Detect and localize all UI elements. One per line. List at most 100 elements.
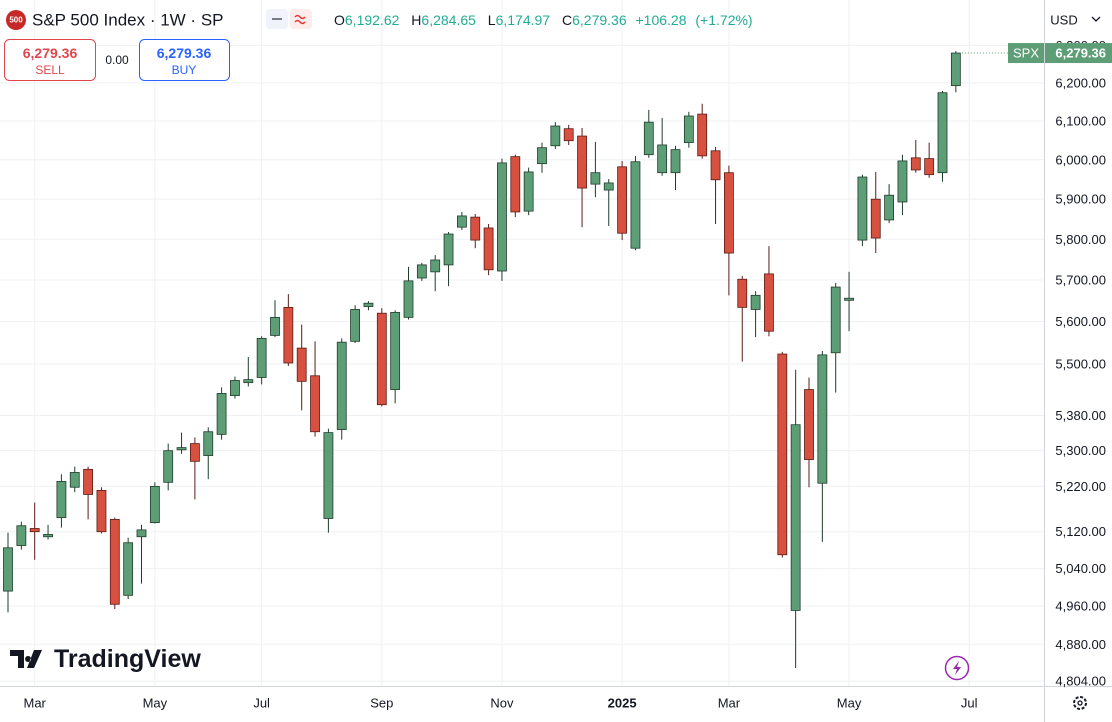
candle-body bbox=[670, 149, 681, 174]
candle-body bbox=[416, 264, 427, 279]
candle-body bbox=[857, 176, 868, 241]
y-tick-label: 6,200.00 bbox=[1055, 75, 1106, 90]
candle-body bbox=[270, 316, 280, 336]
icon-stroke bbox=[1077, 700, 1083, 706]
x-tick-label: May bbox=[143, 696, 168, 711]
candle-body bbox=[3, 547, 13, 592]
ohlc-value: 6,174.97 bbox=[496, 12, 551, 28]
buy-label: BUY bbox=[172, 63, 197, 77]
price-tag-value: 6,279.36 bbox=[1055, 46, 1106, 61]
candle-body bbox=[216, 393, 227, 435]
ohlc-legend: O6,192.62 H6,284.65 L6,174.97 C6,279.36 … bbox=[334, 12, 753, 28]
y-tick-label: 6,000.00 bbox=[1055, 152, 1106, 167]
candle-body bbox=[470, 216, 481, 241]
change-percent: (+1.72%) bbox=[695, 12, 752, 28]
brand-name: TradingView bbox=[54, 645, 201, 673]
candle-body bbox=[750, 294, 761, 310]
candle-body bbox=[149, 485, 160, 523]
candle-body bbox=[189, 443, 200, 462]
y-tick-label: 5,040.00 bbox=[1055, 561, 1106, 576]
candle-body bbox=[96, 489, 107, 533]
sell-label: SELL bbox=[35, 63, 65, 77]
y-tick-label: 4,804.00 bbox=[1055, 674, 1106, 689]
change: +106.28 bbox=[636, 12, 687, 28]
candle-body bbox=[724, 172, 734, 254]
candle-body bbox=[924, 158, 935, 176]
buy-button[interactable] bbox=[139, 39, 230, 81]
candle-body bbox=[617, 166, 627, 234]
candle-body bbox=[870, 198, 881, 239]
ohlc-value: 6,192.62 bbox=[345, 12, 400, 28]
indicator-icon[interactable] bbox=[290, 9, 312, 29]
candle-body bbox=[777, 353, 788, 556]
candle-body bbox=[363, 302, 374, 307]
candle-body bbox=[336, 341, 347, 430]
currency-button[interactable] bbox=[1048, 6, 1108, 34]
y-tick-label: 5,600.00 bbox=[1055, 314, 1106, 329]
x-tick-label: Mar bbox=[718, 696, 741, 711]
candle-body bbox=[683, 115, 694, 144]
y-tick-label: 5,500.00 bbox=[1055, 356, 1106, 371]
candle-body bbox=[443, 233, 454, 266]
y-tick-label: 5,800.00 bbox=[1055, 232, 1106, 247]
symbol-title[interactable]: S&P 500 Index · 1W · SP bbox=[32, 11, 224, 30]
candle-body bbox=[657, 144, 668, 174]
x-tick-label: Sep bbox=[370, 696, 393, 711]
symbol-badge bbox=[6, 10, 26, 30]
candle-body bbox=[764, 273, 774, 332]
y-tick-label: 4,960.00 bbox=[1055, 599, 1106, 614]
grid-layer bbox=[0, 0, 1044, 686]
candle-body bbox=[283, 306, 294, 364]
candle-body bbox=[603, 182, 614, 191]
candle-body bbox=[523, 171, 534, 212]
candle-body bbox=[310, 375, 320, 433]
sell-button[interactable] bbox=[4, 39, 96, 81]
candle-body bbox=[16, 525, 27, 546]
price-tag-symbol-box bbox=[1008, 43, 1044, 64]
candle-body bbox=[56, 481, 67, 518]
candle-body bbox=[403, 280, 414, 318]
axis-layer: 4,804.00 4,880.00 4,960.00 5,040.00 5,120.00… bbox=[24, 38, 1112, 711]
candle-body bbox=[844, 297, 854, 301]
ohlc-value: 6,279.36 bbox=[572, 12, 627, 28]
candle-body bbox=[390, 311, 401, 390]
ohlc-key: C bbox=[562, 12, 572, 28]
x-tick-label: Jul bbox=[253, 696, 270, 711]
x-tick-label: 2025 bbox=[608, 696, 637, 711]
x-tick-label: Jul bbox=[961, 696, 978, 711]
candle-body bbox=[910, 157, 921, 171]
y-tick-label: 5,900.00 bbox=[1055, 192, 1106, 207]
y-tick-label: 5,300.00 bbox=[1055, 443, 1106, 458]
candle-body bbox=[510, 156, 521, 213]
candle-body bbox=[804, 389, 814, 460]
candle-body bbox=[323, 432, 334, 519]
ohlc-key: L bbox=[488, 12, 496, 28]
candle-body bbox=[123, 542, 134, 596]
candle-body bbox=[376, 312, 387, 406]
candle-body bbox=[897, 160, 908, 203]
y-tick-label: 5,120.00 bbox=[1055, 524, 1106, 539]
candle-body bbox=[537, 147, 547, 165]
chevron-icon bbox=[1091, 16, 1101, 22]
candle-body bbox=[230, 380, 240, 396]
candle-body bbox=[497, 162, 507, 272]
candle-body bbox=[937, 92, 948, 174]
marks-layer bbox=[3, 51, 1044, 668]
candle-body bbox=[790, 424, 801, 611]
candle-body bbox=[243, 379, 254, 384]
settings-icon[interactable] bbox=[1073, 696, 1087, 710]
candle-body bbox=[483, 227, 494, 271]
candle-body bbox=[136, 529, 147, 538]
candle-body bbox=[643, 121, 654, 156]
candle-body bbox=[563, 128, 574, 142]
candle-body bbox=[737, 278, 748, 308]
y-tick-label: 5,220.00 bbox=[1055, 479, 1106, 494]
candle-body bbox=[256, 337, 267, 378]
candle-body bbox=[69, 472, 80, 488]
candle-body bbox=[884, 194, 894, 221]
icon-stroke bbox=[294, 14, 306, 25]
candle-body bbox=[590, 172, 601, 185]
y-tick-label: 5,700.00 bbox=[1055, 273, 1106, 288]
candle-body bbox=[350, 309, 361, 342]
